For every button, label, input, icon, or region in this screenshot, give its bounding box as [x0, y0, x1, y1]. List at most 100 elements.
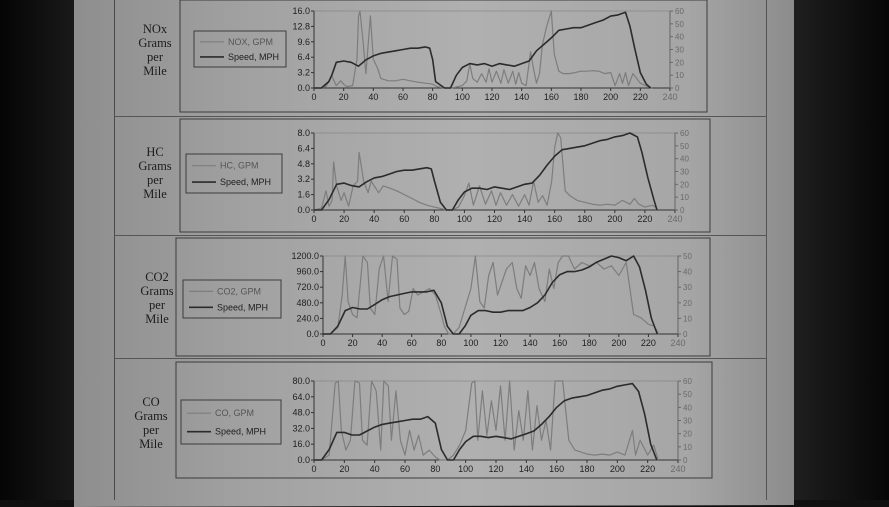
- label-line: Mile: [143, 64, 167, 78]
- chart-frame: [175, 237, 711, 357]
- x-tick-label: 180: [577, 214, 592, 224]
- y-tick-label-right: 0: [675, 84, 680, 93]
- chart-frame: [175, 361, 713, 479]
- y-tick-label-left: 9.6: [297, 37, 310, 47]
- y-tick-label-right: 20: [675, 58, 684, 67]
- x-tick-label: 180: [573, 92, 588, 102]
- y-tick-label-left: 0.0: [297, 455, 310, 465]
- x-tick-label: 20: [339, 464, 349, 474]
- label-line: Mile: [139, 437, 163, 451]
- y-tick-label-left: 80.0: [292, 376, 310, 386]
- right-shadow: [789, 0, 889, 500]
- y-tick-label-right: 30: [683, 283, 692, 292]
- chart-frame: [179, 118, 711, 233]
- y-tick-label-right: 20: [680, 180, 689, 189]
- emission-series-line: [314, 380, 659, 461]
- y-tick-label-right: 40: [683, 268, 692, 277]
- y-tick-label-left: 480.0: [296, 298, 319, 308]
- x-tick-label: 160: [547, 214, 562, 224]
- x-tick-label: 140: [514, 92, 529, 102]
- y-tick-label-left: 1200.0: [291, 251, 319, 261]
- x-tick-label: 240: [667, 214, 682, 224]
- label-line: CO2: [145, 270, 169, 284]
- legend-label: Speed, MPH: [217, 302, 268, 312]
- legend-box: [193, 30, 287, 68]
- y-tick-label-right: 50: [683, 390, 692, 399]
- speed-series-line: [314, 132, 658, 211]
- y-tick-label-right: 40: [680, 155, 689, 164]
- y-tick-label-right: 60: [683, 377, 692, 386]
- x-tick-label: 200: [607, 214, 622, 224]
- x-tick-label: 120: [484, 92, 499, 102]
- label-line: HC: [146, 145, 164, 159]
- y-tick-label-right: 0: [683, 330, 688, 339]
- speed-series-line: [314, 11, 652, 89]
- y-tick-label-right: 50: [675, 20, 684, 29]
- table-border-left: [114, 0, 115, 500]
- chart-panel-3: 0 20 40 60 80 100 120 140 160 180 200 220 2400.016.0…: [175, 361, 713, 479]
- y-tick-label-left: 960.0: [296, 267, 319, 277]
- x-tick-label: 20: [339, 214, 349, 224]
- y-tick-label-right: 10: [683, 443, 692, 452]
- y-tick-label-left: 32.0: [292, 423, 310, 433]
- y-tick-label-left: 12.8: [292, 21, 310, 31]
- y-tick-label-left: 48.0: [292, 408, 310, 418]
- legend-label: CO, GPM: [215, 408, 254, 418]
- x-tick-label: 20: [339, 92, 349, 102]
- y-tick-label-right: 30: [683, 417, 692, 426]
- x-tick-label: 100: [455, 92, 470, 102]
- x-tick-label: 60: [399, 214, 409, 224]
- x-tick-label: 40: [377, 338, 387, 348]
- y-tick-label-right: 50: [683, 252, 692, 261]
- y-tick-label-left: 1.6: [297, 190, 310, 200]
- label-line: Grams: [134, 409, 168, 423]
- y-tick-label-left: 4.8: [297, 159, 310, 169]
- label-line: Grams: [140, 284, 174, 298]
- x-tick-label: 240: [670, 464, 685, 474]
- y-tick-label-left: 3.2: [297, 68, 310, 78]
- x-tick-label: 160: [544, 92, 559, 102]
- x-tick-label: 160: [552, 338, 567, 348]
- y-tick-label-right: 40: [675, 33, 684, 42]
- legend-label: Speed, MPH: [228, 52, 279, 62]
- x-tick-label: 0: [311, 214, 316, 224]
- x-tick-label: 80: [430, 464, 440, 474]
- legend-box: [182, 279, 282, 319]
- x-tick-label: 140: [523, 338, 538, 348]
- row-divider: [114, 116, 766, 117]
- y-tick-label-right: 10: [680, 193, 689, 202]
- x-tick-label: 120: [487, 214, 502, 224]
- x-tick-label: 40: [370, 464, 380, 474]
- y-tick-label-right: 60: [680, 129, 689, 138]
- label-line: per: [147, 173, 163, 187]
- speed-series-line: [323, 255, 659, 335]
- y-tick-label-left: 8.0: [297, 128, 310, 138]
- panel-label-hc: HC Grams per Mile: [120, 145, 190, 201]
- y-tick-label-right: 60: [675, 7, 684, 16]
- x-tick-label: 0: [311, 92, 316, 102]
- label-line: Mile: [145, 312, 169, 326]
- y-tick-label-right: 0: [683, 456, 688, 465]
- x-tick-label: 60: [398, 92, 408, 102]
- x-tick-label: 220: [640, 464, 655, 474]
- legend-label: HC, GPM: [220, 161, 259, 171]
- chart-panel-0: 0 20 40 60 80 100 120 140 160 180 200 220 2400.03.26…: [179, 0, 708, 113]
- y-tick-label-right: 40: [683, 403, 692, 412]
- emission-series-line: [313, 132, 658, 211]
- x-tick-label: 220: [641, 338, 656, 348]
- x-tick-label: 60: [400, 464, 410, 474]
- x-tick-label: 120: [488, 464, 503, 474]
- y-tick-label-right: 30: [675, 46, 684, 55]
- legend-label: Speed, MPH: [215, 427, 266, 437]
- x-tick-label: 120: [493, 338, 508, 348]
- y-tick-label-left: 64.0: [292, 392, 310, 402]
- x-tick-label: 200: [610, 464, 625, 474]
- panel-label-nox: NOx Grams per Mile: [120, 22, 190, 78]
- y-tick-label-left: 0.0: [297, 83, 310, 93]
- x-tick-label: 0: [320, 338, 325, 348]
- x-tick-label: 200: [603, 92, 618, 102]
- legend-label: Speed, MPH: [220, 177, 271, 187]
- x-tick-label: 40: [369, 214, 379, 224]
- x-tick-label: 100: [457, 214, 472, 224]
